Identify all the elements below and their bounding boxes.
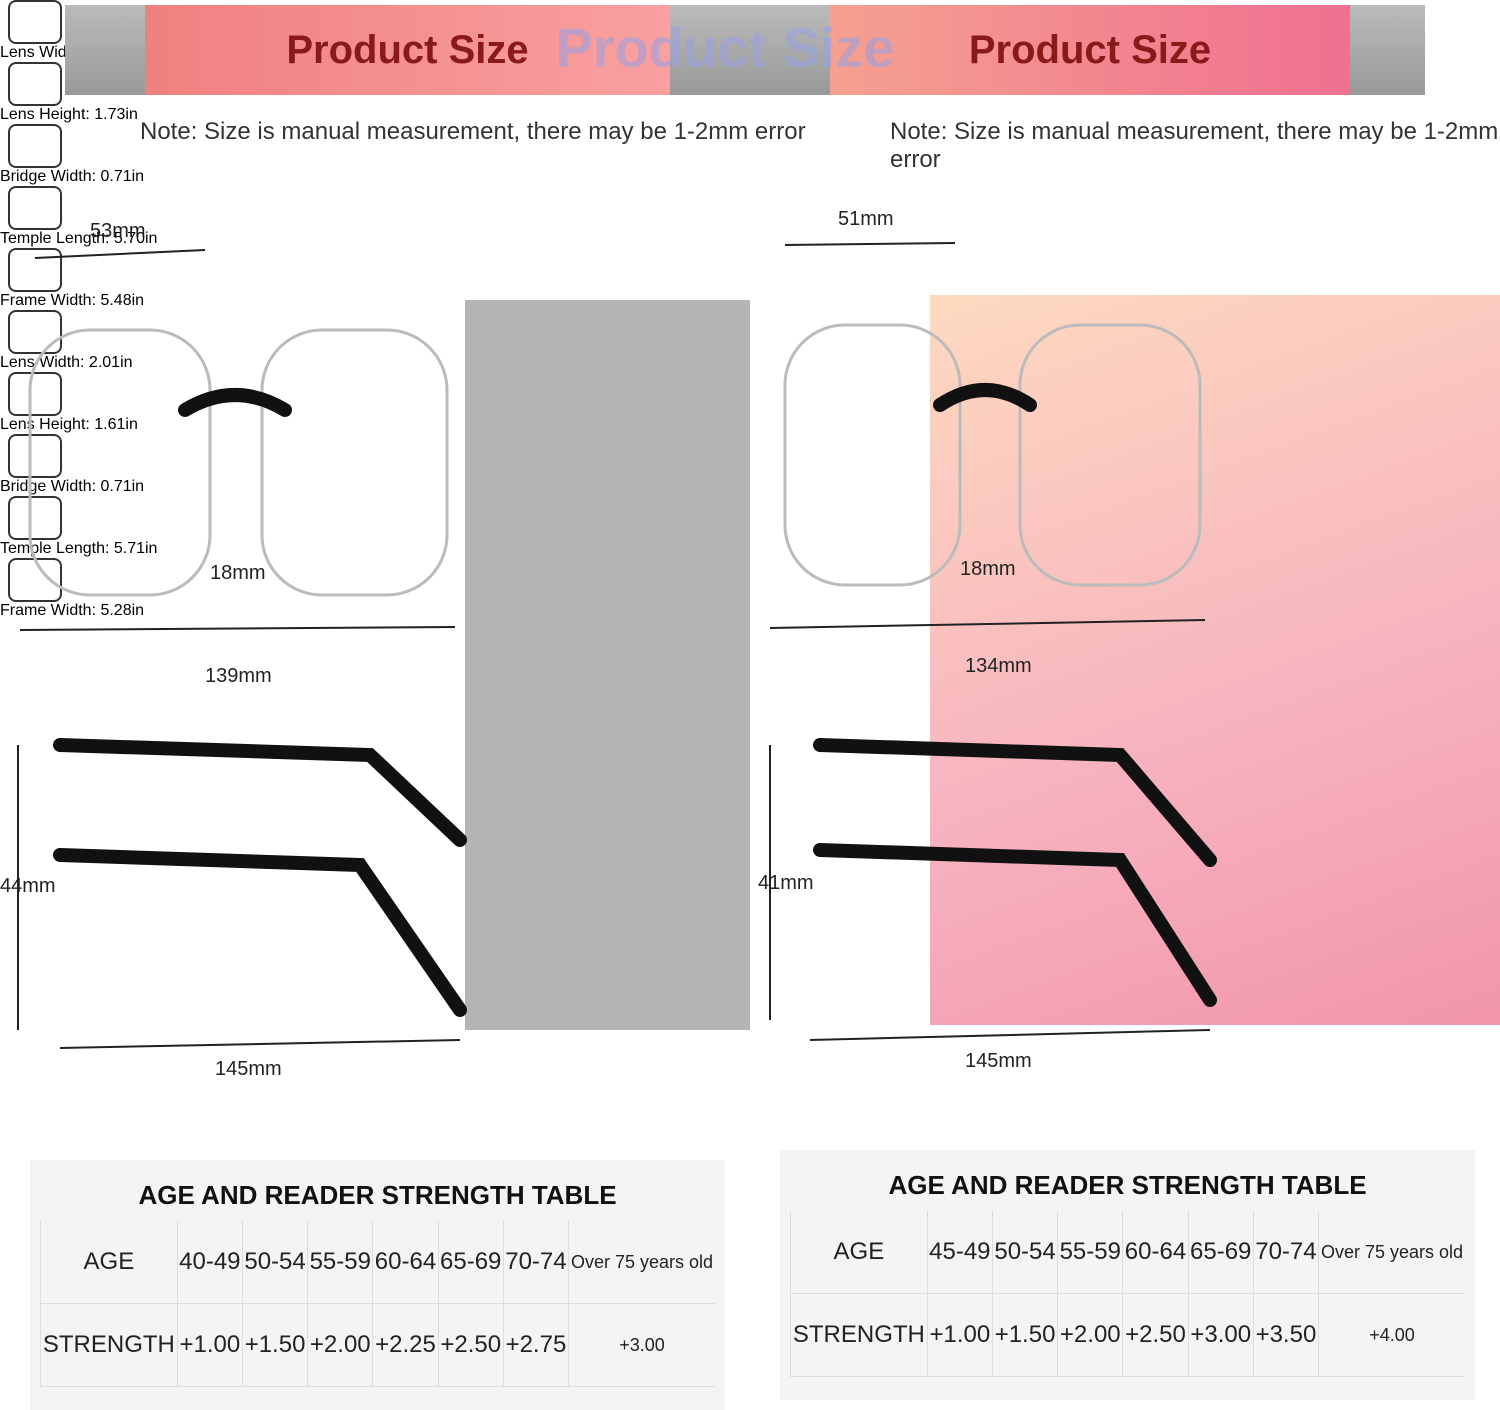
subtitle: Note: Size is manual measurement, there … [140, 118, 806, 145]
dimension-label: 145mm [965, 1050, 1032, 1072]
spec-text: Frame Width: 5.48in [0, 292, 145, 309]
table-cell: 50-54 [241, 1221, 308, 1304]
dimension-lines [17, 242, 1211, 1049]
table-cell: +4.00 [1318, 1293, 1465, 1377]
table-cell: STRENGTH [790, 1293, 928, 1377]
dimension-label: 18mm [210, 562, 266, 584]
table-cell: Over 75 years old [568, 1221, 715, 1304]
spec-row: Temple Length: 5.70in [0, 186, 257, 248]
spec-icon [8, 62, 62, 106]
table-cell: 55-59 [307, 1221, 373, 1304]
table-cell: 65-69 [1187, 1211, 1254, 1294]
dimension-label: 41mm [758, 872, 814, 894]
strength-table: AGE AND READER STRENGTH TABLE AGE 40-49 50-… [30, 1160, 725, 1410]
table-cell: +3.00 [568, 1303, 715, 1387]
table: AGE 40-49 50-54 55-59 60-64 65-69 70-74 Over 75… [40, 1221, 715, 1387]
table-cell: 40-49 [176, 1221, 243, 1304]
table-cell: +3.00 [1187, 1293, 1254, 1377]
subtitle: Note: Size is manual measurement, there … [890, 118, 1499, 173]
table-cell: 45-49 [926, 1211, 993, 1294]
dimension-label: 18mm [960, 558, 1016, 580]
table-cell: +1.00 [926, 1293, 993, 1377]
table-cell: Over 75 years old [1318, 1211, 1465, 1294]
spec-row: Temple Length: 5.71in [0, 496, 240, 558]
table-cell: +2.50 [437, 1303, 504, 1387]
spec-icon [8, 496, 62, 540]
front-view [28, 323, 1202, 597]
table-cell: 55-59 [1057, 1211, 1123, 1294]
banner: Product Size [145, 5, 670, 95]
spec-text: Bridge Width: 0.71in [0, 478, 145, 495]
table-cell: 50-54 [991, 1211, 1058, 1294]
spec-text: Temple Length: 5.71in [0, 540, 158, 557]
table-title: AGE AND READER STRENGTH TABLE [888, 1170, 1367, 1200]
spec-text: Temple Length: 5.70in [0, 230, 158, 247]
table-cell: AGE [790, 1211, 928, 1294]
spec-row: Lens Height: 1.61in [0, 372, 240, 434]
table-cell: STRENGTH [40, 1303, 178, 1387]
spec-icon [8, 310, 62, 354]
dimension-label: 51mm [838, 208, 894, 230]
table-cell: +2.75 [502, 1303, 569, 1387]
dimension-label: 44mm [0, 875, 56, 897]
dimension-label: 53mm [90, 220, 146, 242]
table-cell: 60-64 [1122, 1211, 1189, 1294]
spec-text: Lens Height: 1.73in [0, 106, 138, 123]
table-cell: +2.00 [307, 1303, 373, 1387]
spec-icon [8, 248, 62, 292]
spec-icon [8, 124, 62, 168]
table-row: AGE 45-49 50-54 55-59 60-64 65-69 70-74 Over 75… [790, 1211, 1465, 1294]
table-row: AGE 40-49 50-54 55-59 60-64 65-69 70-74 Over 75… [40, 1221, 715, 1304]
spec-row: Bridge Width: 0.71in [0, 124, 257, 186]
spec-row: Bridge Width: 0.71in [0, 434, 240, 496]
table-row: STRENGTH +1.00 +1.50 +2.00 +2.25 +2.50 +2.75 +3… [40, 1303, 715, 1387]
spec-panel [465, 300, 750, 1030]
glasses-drawing [17, 242, 1217, 1049]
table-cell: 60-64 [372, 1221, 439, 1304]
dimension-label: 145mm [215, 1058, 282, 1080]
table-cell: 70-74 [1252, 1211, 1319, 1294]
spec-icon [8, 186, 62, 230]
table-cell: +3.50 [1252, 1293, 1319, 1377]
table-cell: +1.00 [176, 1303, 243, 1387]
table-row: STRENGTH +1.00 +1.50 +2.00 +2.50 +3.00 +3.50 +4… [790, 1293, 1465, 1377]
strength-table: AGE AND READER STRENGTH TABLE AGE 45-49 50-… [780, 1150, 1475, 1400]
table-cell: +2.25 [372, 1303, 439, 1387]
spec-text: Frame Width: 5.28in [0, 602, 145, 619]
spec-icon [8, 0, 62, 44]
spec-icon [8, 434, 62, 478]
table-cell: AGE [40, 1221, 178, 1304]
table-cell: +2.50 [1122, 1293, 1189, 1377]
spec-icon [8, 372, 62, 416]
title: Product Size [555, 16, 895, 79]
table: AGE 45-49 50-54 55-59 60-64 65-69 70-74 Over 75… [790, 1211, 1465, 1377]
table-cell: +1.50 [991, 1293, 1058, 1377]
table-cell: +1.50 [241, 1303, 308, 1387]
table-cell: 65-69 [437, 1221, 504, 1304]
banner: Product Size [830, 5, 1350, 95]
dimension-label: 139mm [205, 665, 272, 687]
bridge-and-temples [53, 383, 1217, 1017]
table-cell: 70-74 [502, 1221, 569, 1304]
spec-row: Frame Width: 5.48in [0, 248, 257, 310]
dimension-label: 134mm [965, 655, 1032, 677]
spec-row: Lens Height: 1.73in [0, 62, 257, 124]
table-cell: +2.00 [1057, 1293, 1123, 1377]
spec-panel [930, 295, 1500, 1025]
spec-text: Bridge Width: 0.71in [0, 168, 145, 185]
table-title: AGE AND READER STRENGTH TABLE [138, 1180, 617, 1210]
spec-text: Lens Height: 1.61in [0, 416, 138, 433]
